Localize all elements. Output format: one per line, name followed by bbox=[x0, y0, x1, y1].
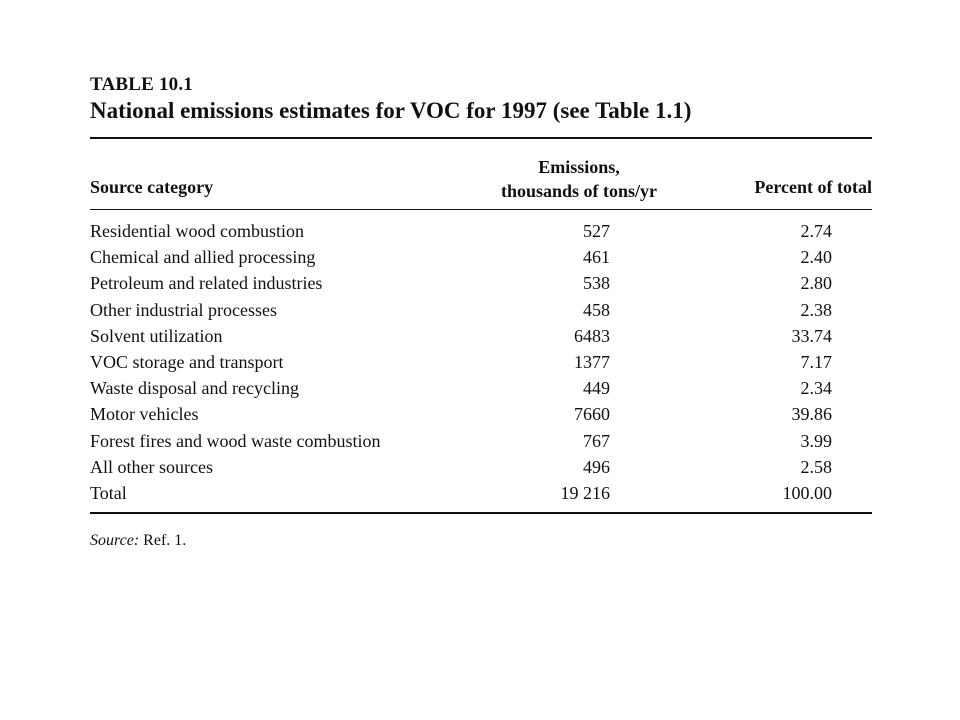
row-emissions: 767 bbox=[583, 430, 610, 451]
table-row: Forest fires and wood waste combustion 7… bbox=[90, 428, 872, 454]
header-percent-of-total: Percent of total bbox=[754, 177, 872, 197]
row-category: Waste disposal and recycling bbox=[90, 378, 299, 399]
row-percent: 2.38 bbox=[800, 299, 833, 320]
row-category: Total bbox=[90, 482, 127, 503]
source-note-text: Ref. 1. bbox=[143, 532, 187, 550]
row-category: Residential wood combustion bbox=[90, 221, 304, 241]
row-emissions: 19 216 bbox=[560, 482, 611, 503]
row-percent: 2.58 bbox=[800, 456, 833, 477]
row-category: Motor vehicles bbox=[90, 404, 199, 425]
header-emissions-line1: Emissions, bbox=[538, 157, 620, 177]
row-percent: 3.99 bbox=[800, 430, 833, 451]
source-note-label: Source: bbox=[90, 532, 140, 550]
row-category: Forest fires and wood waste combustion bbox=[90, 430, 381, 451]
table-row: VOC storage and transport 1377 7.17 bbox=[90, 349, 872, 375]
row-percent: 2.40 bbox=[800, 247, 833, 268]
row-percent: 2.34 bbox=[800, 378, 833, 399]
row-emissions: 496 bbox=[583, 456, 610, 477]
header-source-category: Source category bbox=[90, 177, 214, 197]
table-header: Source category Emissions, thousands of … bbox=[90, 139, 872, 209]
table-row: Waste disposal and recycling 449 2.34 bbox=[90, 375, 872, 401]
table-row: All other sources 496 2.58 bbox=[90, 454, 872, 480]
row-category: Solvent utilization bbox=[90, 325, 223, 346]
row-emissions: 461 bbox=[583, 247, 610, 268]
table-container: TABLE 10.1 National emissions estimates … bbox=[90, 74, 872, 550]
row-category: All other sources bbox=[90, 456, 213, 477]
row-percent: 100.00 bbox=[782, 482, 833, 503]
table-row: Motor vehicles 7660 39.86 bbox=[90, 401, 872, 427]
row-percent: 33.74 bbox=[791, 325, 833, 346]
header-rule bbox=[90, 209, 872, 210]
table-row: Petroleum and related industries 538 2.8… bbox=[90, 270, 872, 296]
row-category: Chemical and allied processing bbox=[90, 247, 316, 268]
table-body: Residential wood combustion 527 2.74 Che… bbox=[90, 218, 872, 506]
row-category: Petroleum and related industries bbox=[90, 273, 323, 294]
table-row: Other industrial processes 458 2.38 bbox=[90, 297, 872, 323]
header-emissions-line2: thousands of tons/yr bbox=[500, 181, 658, 201]
row-percent: 2.80 bbox=[800, 273, 833, 294]
table-row: Chemical and allied processing 461 2.40 bbox=[90, 244, 872, 270]
row-percent: 7.17 bbox=[800, 351, 833, 372]
row-emissions: 7660 bbox=[574, 404, 610, 425]
row-percent: 39.86 bbox=[791, 404, 833, 425]
header-emissions: Emissions, thousands of tons/yr bbox=[488, 155, 670, 203]
table-row-total: Total 19 216 100.00 bbox=[90, 480, 872, 506]
bottom-rule bbox=[90, 512, 872, 515]
table-row: Solvent utilization 6483 33.74 bbox=[90, 323, 872, 349]
row-emissions: 1377 bbox=[574, 351, 610, 372]
table-number: TABLE 10.1 bbox=[90, 74, 194, 95]
row-category: VOC storage and transport bbox=[90, 351, 284, 372]
row-emissions: 6483 bbox=[574, 325, 610, 346]
table-title: National emissions estimates for VOC for… bbox=[90, 98, 692, 123]
row-emissions: 458 bbox=[583, 299, 610, 320]
top-rule bbox=[90, 137, 872, 139]
row-emissions: 449 bbox=[583, 378, 610, 399]
source-note: Source: Ref. 1. bbox=[90, 532, 872, 550]
row-emissions: 527 bbox=[583, 221, 610, 241]
row-emissions: 538 bbox=[583, 273, 610, 294]
table-row: Residential wood combustion 527 2.74 bbox=[90, 218, 872, 244]
row-category: Other industrial processes bbox=[90, 299, 277, 320]
row-percent: 2.74 bbox=[800, 221, 833, 241]
